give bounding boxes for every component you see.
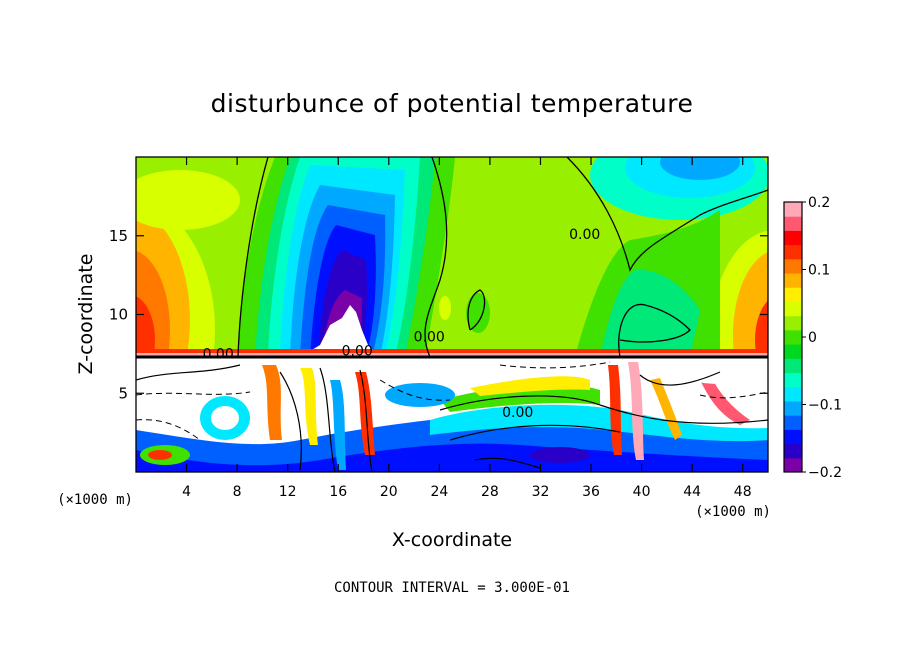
colorbar-swatch	[784, 443, 802, 459]
x-tick-label: 4	[182, 484, 191, 500]
blob-2	[439, 296, 451, 320]
colorbar: 0.2 0.1 0 −0.1 −0.2	[783, 195, 842, 481]
band-yellow	[470, 376, 590, 396]
x-tick-label: 24	[430, 484, 448, 500]
patch-1	[385, 383, 455, 407]
x-tick-label: 16	[329, 484, 347, 500]
chart-title: disturbunce of potential temperature	[211, 89, 694, 118]
colorbar-swatch	[784, 315, 802, 331]
band-cyan	[430, 404, 768, 442]
field-lower	[136, 357, 768, 472]
x-tick-label: 44	[683, 484, 701, 500]
plot-area: 0.00 0.00 0.00 0.00 0.00	[135, 156, 769, 473]
y-tick-label: 10	[109, 306, 128, 324]
y-tick-label: 5	[118, 384, 128, 402]
x-tick-label: 48	[734, 484, 752, 500]
x-tick-label: 32	[532, 484, 550, 500]
y-axis: 5 10 15	[109, 227, 768, 402]
colorbar-swatch	[784, 329, 802, 345]
colorbar-swatch	[784, 358, 802, 374]
x-tick-label: 36	[582, 484, 600, 500]
contour-label: 0.00	[342, 343, 373, 359]
right-cold-3	[660, 157, 740, 180]
colorbar-swatch	[784, 301, 802, 317]
white-tower	[300, 305, 378, 357]
colorbar-label: −0.1	[808, 398, 842, 414]
colorbar-swatch	[784, 273, 802, 288]
colorbar-swatch	[784, 230, 802, 246]
contour-label: 0.00	[569, 227, 600, 243]
x-tick-label: 12	[279, 484, 297, 500]
colorbar-swatch	[784, 429, 802, 445]
x-axis: 4 8 12 16 20 24 28 32 36 40 44 48	[182, 157, 752, 500]
contour-labels: 0.00 0.00 0.00 0.00 0.00	[203, 227, 601, 421]
warm-left-4	[136, 296, 155, 357]
x-tick-label: 28	[481, 484, 499, 500]
streak-g	[700, 378, 750, 425]
streak-h	[650, 378, 682, 440]
colorbar-swatch	[784, 344, 802, 359]
colorbar-swatch	[784, 202, 802, 217]
streak-a	[262, 365, 282, 440]
contour-label: 0.00	[502, 405, 533, 421]
x-unit-right: (×1000 m)	[695, 504, 771, 520]
band-green	[440, 383, 600, 412]
colorbar-swatch	[784, 400, 802, 416]
streak-b	[300, 368, 318, 445]
x-tick-label: 40	[633, 484, 651, 500]
right-lightgreen	[600, 269, 700, 357]
colorbar-swatch	[784, 244, 802, 260]
colorbar-swatch	[784, 216, 802, 231]
colorbar-swatch	[784, 258, 802, 274]
colorbar-label: 0.2	[808, 195, 830, 211]
colorbar-label: 0	[808, 330, 817, 346]
colorbar-swatch	[784, 372, 802, 388]
contour-label: 0.00	[414, 329, 445, 345]
contour-label: 0.00	[203, 347, 234, 363]
colorbar-label: −0.2	[808, 465, 842, 481]
y-axis-label: Z-coordinate	[75, 254, 97, 375]
streak-f	[628, 362, 644, 460]
swirl-4	[148, 450, 172, 460]
colorbar-label: 0.1	[808, 263, 830, 279]
contour-interval: CONTOUR INTERVAL = 3.000E-01	[334, 580, 570, 596]
x-unit-left: (×1000 m)	[57, 492, 133, 508]
contours-upper	[237, 157, 768, 357]
x-tick-label: 8	[233, 484, 242, 500]
inversion-line	[136, 355, 768, 359]
field-upper	[136, 157, 768, 357]
band-deep	[136, 443, 768, 472]
streak-d	[330, 380, 346, 470]
contours-lower	[136, 364, 768, 472]
colorbar-swatch	[784, 415, 802, 430]
colorbar-swatch	[784, 386, 802, 402]
x-tick-label: 20	[380, 484, 398, 500]
colorbar-swatch	[784, 457, 802, 473]
x-axis-label: X-coordinate	[392, 529, 512, 551]
swirl-2	[211, 406, 239, 430]
streak-c	[355, 372, 375, 455]
yellow-band	[136, 170, 240, 230]
colorbar-swatch	[784, 287, 802, 302]
patch-3	[530, 447, 590, 463]
y-tick-label: 15	[109, 227, 128, 245]
